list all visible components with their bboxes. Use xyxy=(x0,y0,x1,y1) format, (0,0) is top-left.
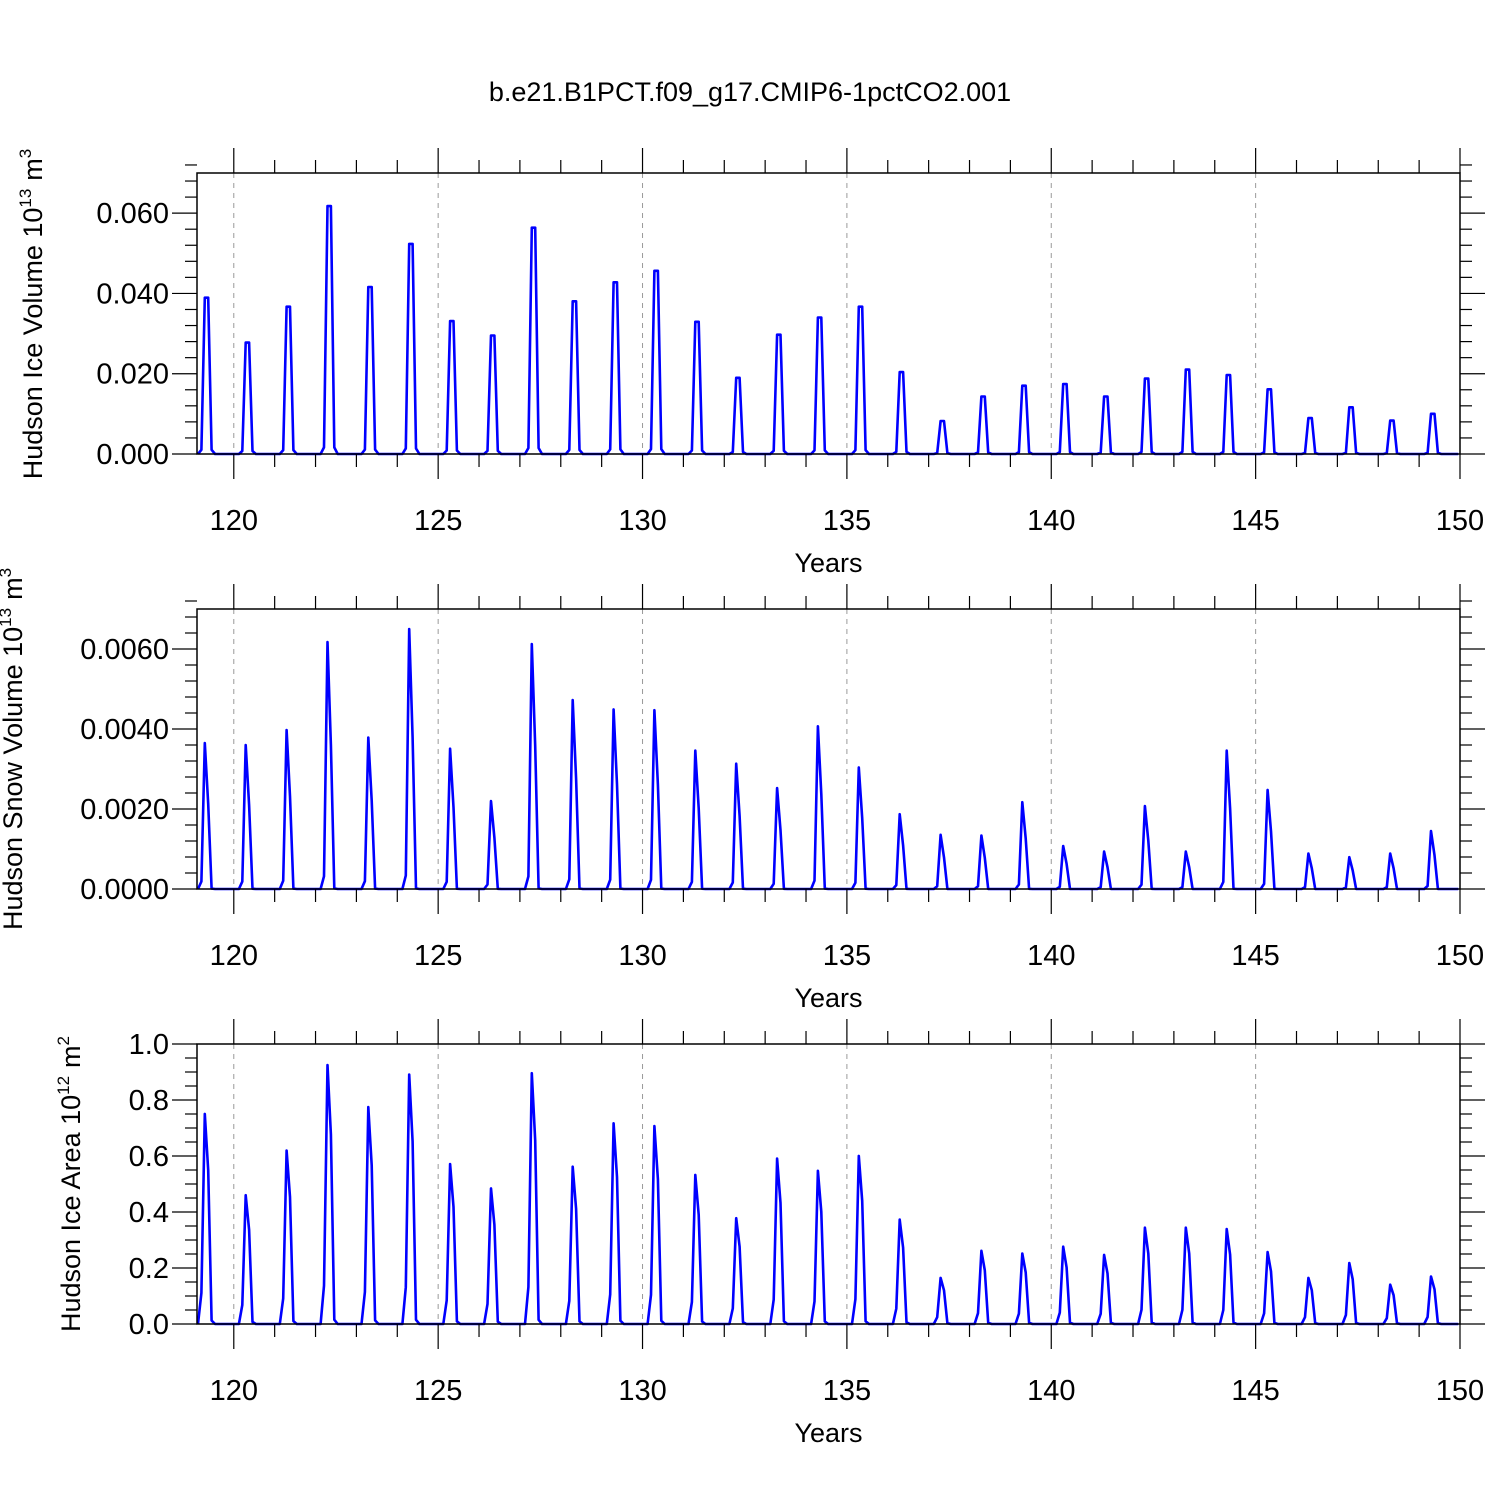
data-series-line-1 xyxy=(196,627,1459,891)
x-tick-label: 130 xyxy=(618,505,666,537)
chart-title: b.e21.B1PCT.f09_g17.CMIP6-1pctCO2.001 xyxy=(489,77,1011,107)
y-axis-label: Hudson Ice Area 1012 m2 xyxy=(54,1036,86,1332)
y-axis-label-part: Hudson Ice Area 10 xyxy=(56,1095,86,1332)
y-tick-label: 0.8 xyxy=(129,1085,169,1117)
plot-frame xyxy=(196,172,1461,455)
panels: 120 125 130 135 140 145 150 0.000 0.020 0.040 0.06… xyxy=(0,148,1485,1448)
x-tick-label: 140 xyxy=(1027,940,1075,972)
y-tick-label: 1.0 xyxy=(129,1029,169,1061)
y-tick-label: 0.0020 xyxy=(80,794,169,826)
y-axis-label-part: 13 xyxy=(0,608,15,627)
y-tick-label: 0.2 xyxy=(129,1253,169,1285)
y-tick-label: 0.040 xyxy=(96,278,169,310)
y-axis-label-part: 3 xyxy=(16,149,35,158)
x-tick-label: 120 xyxy=(210,505,258,537)
y-tick-label: 0.020 xyxy=(96,359,169,391)
y-tick-label: 0.4 xyxy=(129,1197,169,1229)
chart-panel-2: 120 125 130 135 140 145 150 0.0000 0.0020 0.0040 0… xyxy=(0,568,1485,1013)
y-axis-label-part: 13 xyxy=(16,189,35,208)
data-series-line-1 xyxy=(196,1063,1459,1326)
y-tick-label: 0.000 xyxy=(96,439,169,471)
x-tick-label: 145 xyxy=(1231,1375,1279,1407)
x-tick-label: 140 xyxy=(1027,1375,1075,1407)
x-tick-label: 150 xyxy=(1436,1375,1484,1407)
y-axis-label-part: m xyxy=(0,577,28,600)
chart-panel-1: 120 125 130 135 140 145 150 0.000 0.020 0.040 0.06… xyxy=(16,148,1485,578)
x-tick-label: 130 xyxy=(618,940,666,972)
x-tick-label: 135 xyxy=(823,505,871,537)
x-tick-label: 135 xyxy=(823,940,871,972)
y-axis-label: Hudson Snow Volume 1013 m3 xyxy=(0,568,28,930)
x-tick-label: 150 xyxy=(1436,940,1484,972)
data-series-line-1 xyxy=(196,204,1459,456)
y-axis-label-part: m xyxy=(56,1045,86,1068)
y-axis-label-part: 3 xyxy=(0,568,15,577)
y-tick-label: 0.0040 xyxy=(80,714,169,746)
y-axis-label: Hudson Ice Volume 1013 m3 xyxy=(16,149,48,480)
y-tick-label: 0.060 xyxy=(96,198,169,230)
x-tick-label: 130 xyxy=(618,1375,666,1407)
x-tick-label: 150 xyxy=(1436,505,1484,537)
y-axis-label-part: 2 xyxy=(54,1036,73,1045)
y-axis-label-part: Hudson Snow Volume 10 xyxy=(0,627,28,930)
y-axis-label-part: Hudson Ice Volume 10 xyxy=(18,208,48,480)
plot-frame xyxy=(196,608,1461,890)
x-tick-label: 125 xyxy=(414,505,462,537)
x-tick-label: 140 xyxy=(1027,505,1075,537)
y-tick-label: 0.6 xyxy=(129,1141,169,1173)
chart-panel-3: 120 125 130 135 140 145 150 0.0 0.2 0.4 0.6 0.8 1.0 Y… xyxy=(54,1019,1485,1448)
y-axis-label-part: m xyxy=(18,158,48,181)
x-tick-label: 145 xyxy=(1231,940,1279,972)
x-tick-label: 135 xyxy=(823,1375,871,1407)
x-tick-label: 120 xyxy=(210,940,258,972)
x-axis-label: Years xyxy=(794,983,862,1013)
y-tick-label: 0.0000 xyxy=(80,874,169,906)
y-tick-label: 0.0060 xyxy=(80,634,169,666)
x-axis-label: Years xyxy=(794,548,862,578)
x-tick-label: 120 xyxy=(210,1375,258,1407)
x-tick-label: 125 xyxy=(414,1375,462,1407)
y-tick-label: 0.0 xyxy=(129,1309,169,1341)
x-tick-label: 145 xyxy=(1231,505,1279,537)
y-axis-label-part: 12 xyxy=(54,1076,73,1095)
x-axis-label: Years xyxy=(794,1418,862,1448)
x-tick-label: 125 xyxy=(414,940,462,972)
